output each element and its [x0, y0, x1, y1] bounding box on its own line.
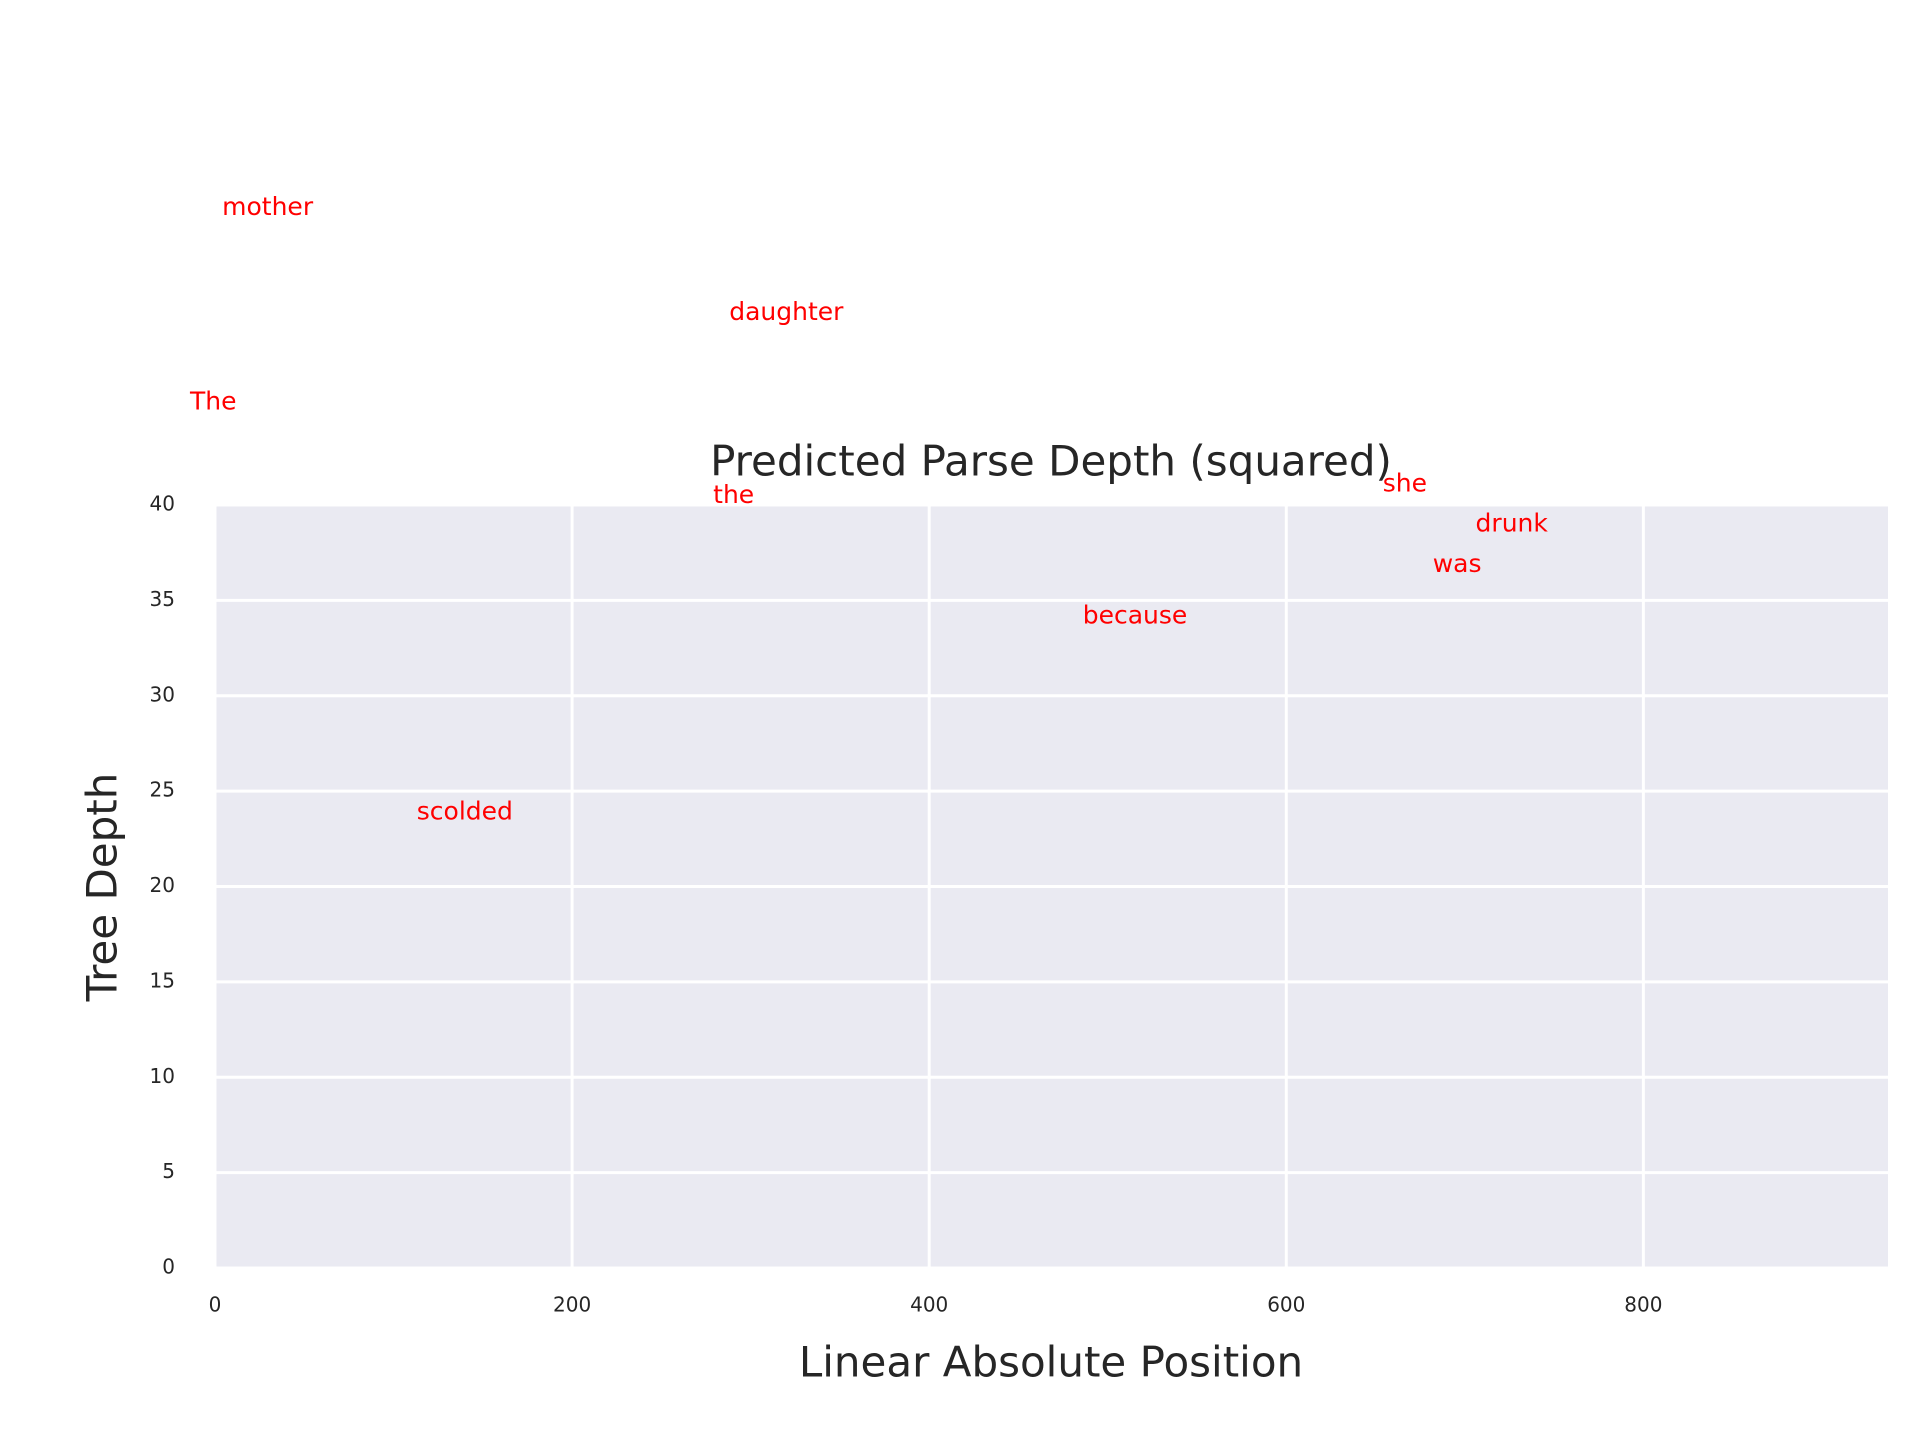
word-point: drunk — [1476, 509, 1549, 538]
x-tick-label: 200 — [553, 1293, 591, 1317]
y-tick-label: 25 — [150, 778, 175, 802]
chart-title: Predicted Parse Depth (squared) — [710, 437, 1392, 486]
x-axis-label: Linear Absolute Position — [799, 1338, 1303, 1387]
y-axis-label: Tree Depth — [78, 773, 127, 1003]
word-point: daughter — [729, 297, 844, 326]
y-tick-label: 10 — [150, 1064, 175, 1088]
x-tick-label: 800 — [1624, 1293, 1662, 1317]
y-tick-label: 5 — [162, 1159, 175, 1183]
grid — [213, 503, 1888, 1270]
y-tick-label: 40 — [150, 492, 175, 516]
y-tick-label: 30 — [150, 682, 175, 706]
word-point: was — [1433, 549, 1482, 578]
word-point: the — [713, 480, 754, 509]
word-point: because — [1083, 600, 1188, 629]
x-tick-label: 400 — [910, 1293, 948, 1317]
x-tick-label: 600 — [1267, 1293, 1305, 1317]
word-point: she — [1383, 469, 1427, 498]
y-tick-label: 35 — [150, 587, 175, 611]
y-tick-label: 15 — [150, 968, 175, 992]
word-point: The — [189, 387, 237, 416]
marks: The mother scolded the daughter because she was… — [189, 192, 1548, 826]
word-point: scolded — [417, 797, 513, 826]
y-tick-label: 0 — [162, 1255, 175, 1279]
y-tick-label: 20 — [150, 873, 175, 897]
word-point: mother — [222, 192, 314, 221]
x-tick-label: 0 — [209, 1293, 222, 1317]
